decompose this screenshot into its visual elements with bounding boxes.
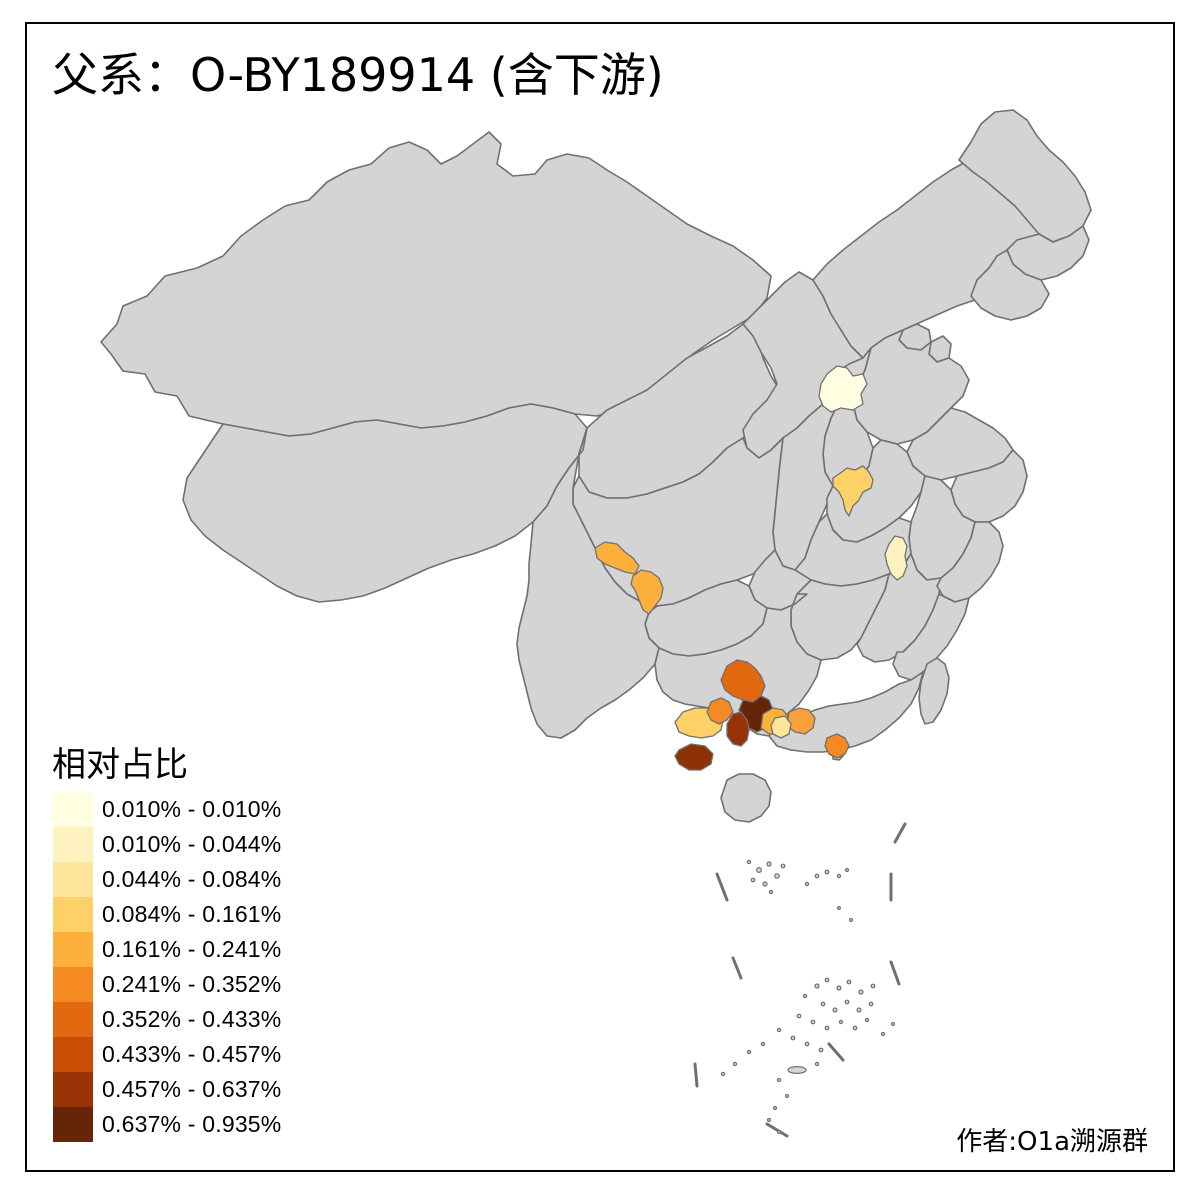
page-title: 父系：O-BY189914 (含下游) bbox=[52, 48, 664, 102]
legend-item[interactable]: 0.637% - 0.935% bbox=[50, 1107, 380, 1142]
legend-item[interactable]: 0.457% - 0.637% bbox=[50, 1072, 380, 1107]
legend-label: 0.433% - 0.457% bbox=[102, 1041, 282, 1067]
legend-swatch bbox=[53, 967, 93, 1002]
legend-label: 0.352% - 0.433% bbox=[102, 1006, 282, 1032]
province-fujian[interactable] bbox=[892, 593, 970, 681]
region-guangxi-fangchenggang[interactable] bbox=[674, 743, 714, 771]
author-credit: 作者:O1a溯源群 bbox=[956, 1127, 1148, 1157]
highlight-layer bbox=[594, 365, 908, 771]
legend-item[interactable]: 0.084% - 0.161% bbox=[50, 897, 380, 932]
province-tibet[interactable] bbox=[182, 403, 588, 603]
province-taiwan[interactable] bbox=[918, 657, 950, 725]
legend-label: 0.457% - 0.637% bbox=[102, 1076, 282, 1102]
legend-label: 0.010% - 0.010% bbox=[102, 796, 282, 822]
legend-swatch bbox=[53, 897, 93, 932]
legend-swatch bbox=[53, 862, 93, 897]
south-china-sea-layer bbox=[693, 822, 907, 1138]
legend-swatch bbox=[53, 1107, 93, 1142]
region-guangxi-nanning[interactable] bbox=[706, 697, 734, 725]
nine-dash-segment bbox=[889, 960, 901, 986]
region-guangxi-guigang[interactable] bbox=[770, 715, 792, 739]
region-chongqing-area[interactable] bbox=[630, 569, 664, 615]
legend-swatch bbox=[53, 827, 93, 862]
legend-swatch bbox=[53, 1002, 93, 1037]
nine-dash-segment bbox=[693, 1062, 699, 1088]
legend-item[interactable]: 0.044% - 0.084% bbox=[50, 862, 380, 897]
region-north-inner-mongolia[interactable] bbox=[818, 365, 868, 413]
legend-label: 0.044% - 0.084% bbox=[102, 866, 282, 892]
legend-label: 0.241% - 0.352% bbox=[102, 971, 282, 997]
region-east-anhui[interactable] bbox=[884, 535, 908, 581]
nine-dash-segment bbox=[765, 1122, 789, 1138]
legend-swatch bbox=[53, 1072, 93, 1107]
legend: 相对占比 0.010% - 0.010% 0.010% - 0.044% 0.0… bbox=[50, 748, 380, 1142]
map-svg: .prov{fill:#d4d4d4;stroke:#707070;stroke… bbox=[100, 109, 1092, 1138]
legend-item[interactable]: 0.352% - 0.433% bbox=[50, 1002, 380, 1037]
legend-swatch bbox=[53, 932, 93, 967]
region-guangdong-guangzhou[interactable] bbox=[824, 733, 850, 759]
legend-item[interactable]: 0.161% - 0.241% bbox=[50, 932, 380, 967]
nine-dash-segment bbox=[731, 956, 743, 980]
legend-item[interactable]: 0.010% - 0.010% bbox=[50, 792, 380, 827]
legend-item[interactable]: 0.433% - 0.457% bbox=[50, 1037, 380, 1072]
nine-dash-segment bbox=[893, 822, 907, 844]
legend-label: 0.637% - 0.935% bbox=[102, 1111, 282, 1137]
province-liaoning[interactable] bbox=[970, 249, 1050, 321]
province-hainan[interactable] bbox=[720, 773, 772, 823]
legend-item[interactable]: 0.010% - 0.044% bbox=[50, 827, 380, 862]
region-central-henan[interactable] bbox=[832, 465, 874, 517]
islet-cluster-paracel bbox=[746, 859, 854, 923]
legend-label: 0.084% - 0.161% bbox=[102, 901, 282, 927]
legend-label: 0.010% - 0.044% bbox=[102, 831, 282, 857]
region-guangxi-laibin[interactable] bbox=[726, 711, 750, 747]
legend-item[interactable]: 0.241% - 0.352% bbox=[50, 967, 380, 1002]
nine-dash-segment bbox=[827, 1042, 845, 1062]
legend-swatch bbox=[53, 792, 93, 827]
china-choropleth-map[interactable]: .prov{fill:#d4d4d4;stroke:#707070;stroke… bbox=[27, 24, 1173, 1170]
legend-title: 相对占比 bbox=[52, 745, 188, 785]
legend-swatch bbox=[53, 1037, 93, 1072]
islet-cluster-spratly bbox=[720, 977, 896, 1135]
region-sichuan-west[interactable] bbox=[594, 541, 640, 575]
nine-dash-segment bbox=[715, 872, 729, 902]
province-layer bbox=[100, 109, 1092, 823]
legend-label: 0.161% - 0.241% bbox=[102, 936, 282, 962]
province-heilongjiang[interactable] bbox=[958, 109, 1092, 243]
